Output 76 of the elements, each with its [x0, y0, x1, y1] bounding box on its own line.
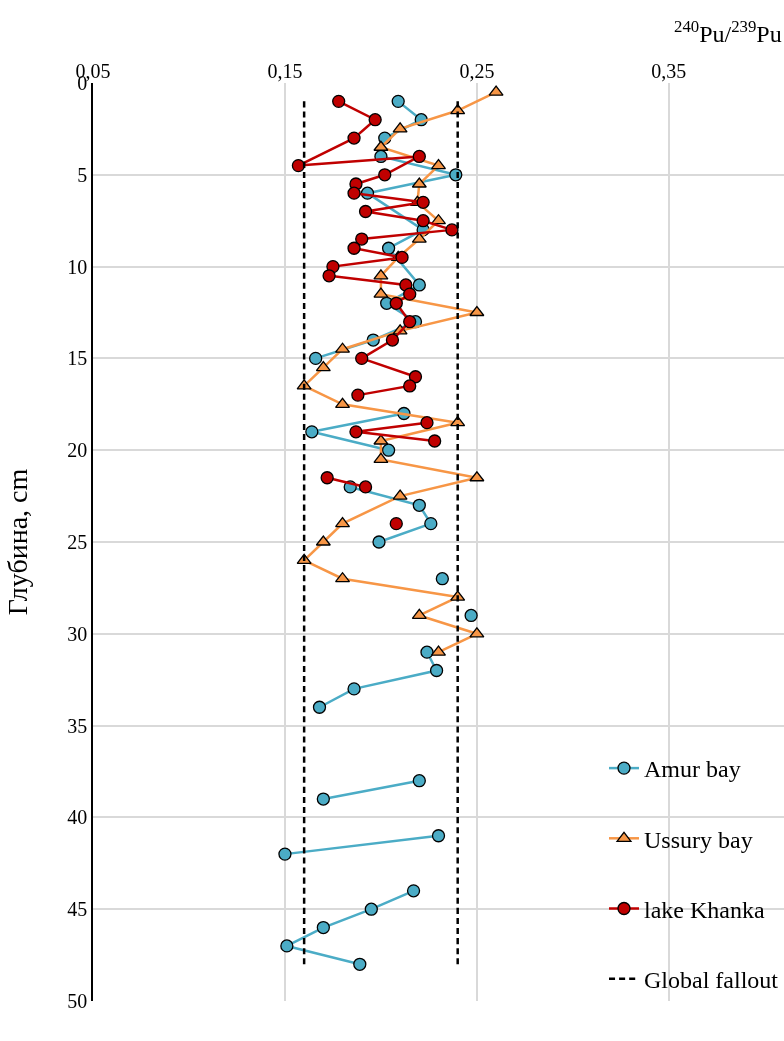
point	[416, 214, 430, 228]
point	[381, 443, 396, 457]
y-tick-label: 35	[67, 714, 88, 737]
point	[412, 278, 426, 292]
point	[351, 388, 365, 402]
point	[334, 516, 351, 528]
point	[420, 416, 434, 430]
y-tick-label: 30	[67, 622, 88, 645]
point	[429, 663, 444, 678]
point	[278, 847, 292, 861]
point	[430, 158, 447, 170]
point	[391, 94, 405, 108]
point	[291, 158, 306, 173]
point	[353, 957, 367, 971]
point	[420, 645, 434, 659]
x-tick-label: 0,35	[651, 60, 687, 82]
point	[316, 792, 330, 806]
point	[280, 939, 294, 953]
point	[406, 884, 421, 898]
x-axis-title: $^{240}$Pu/$^{239}$Pu	[674, 17, 782, 48]
y-axis-title: Глубина, cm	[1, 468, 33, 616]
point	[355, 351, 369, 366]
point	[389, 516, 403, 531]
y-tick-label: 15	[67, 347, 88, 370]
point	[412, 498, 426, 512]
legend-label: Ussury bay	[644, 826, 753, 853]
point	[315, 360, 331, 372]
point	[412, 774, 426, 788]
point	[347, 131, 361, 145]
point	[424, 516, 438, 531]
point	[411, 608, 427, 620]
point	[385, 333, 400, 347]
point	[312, 700, 327, 714]
point	[349, 425, 363, 439]
point	[445, 223, 459, 237]
point	[403, 315, 417, 329]
point	[381, 241, 396, 255]
y-tick-label: 20	[67, 439, 88, 462]
point	[332, 94, 346, 108]
point	[355, 232, 369, 246]
legend-label: Global fallout	[644, 967, 779, 994]
point	[309, 351, 323, 366]
point	[358, 204, 373, 219]
point	[403, 379, 417, 393]
point	[469, 305, 485, 317]
point	[347, 682, 361, 696]
x-tick-label: 0,25	[459, 60, 495, 82]
point	[372, 535, 386, 549]
point	[364, 902, 378, 916]
point	[373, 452, 389, 464]
point	[416, 195, 430, 209]
point	[322, 269, 336, 283]
y-tick-label: 40	[67, 806, 88, 829]
point	[431, 829, 446, 843]
point	[408, 370, 423, 384]
point	[378, 168, 392, 182]
point	[395, 250, 409, 265]
point	[428, 434, 442, 448]
point	[435, 572, 449, 586]
y-tick-label: 25	[67, 531, 88, 553]
point	[347, 186, 361, 200]
point	[389, 296, 403, 310]
y-tick-label: 45	[67, 898, 88, 921]
y-tick-label: 5	[77, 163, 88, 186]
point	[305, 425, 319, 439]
point	[347, 241, 361, 255]
x-tick-label: 0,15	[267, 60, 303, 82]
point	[412, 149, 426, 164]
y-tick-label: 50	[67, 990, 88, 1012]
y-tick-label: 10	[67, 255, 88, 278]
point	[368, 113, 382, 127]
legend-label: lake Khanka	[644, 896, 765, 923]
point	[403, 287, 417, 301]
point	[316, 920, 330, 935]
legend-label: Amur bay	[644, 756, 741, 783]
point	[464, 608, 478, 623]
